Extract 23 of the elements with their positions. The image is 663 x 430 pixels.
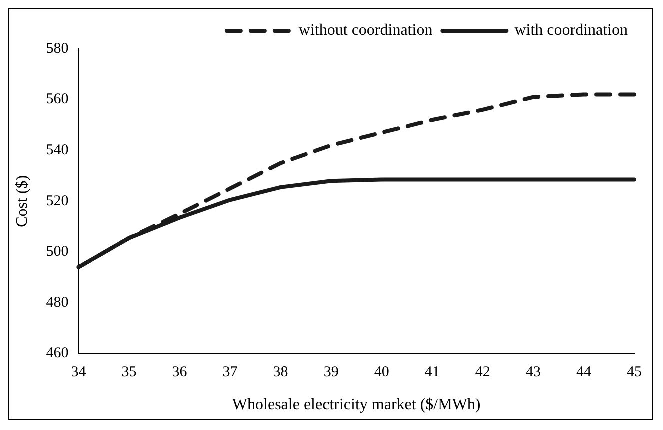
x-tick-label: 41 — [424, 364, 440, 381]
x-tick-label: 44 — [576, 364, 592, 381]
y-tick-label: 480 — [46, 294, 69, 311]
x-tick-label: 37 — [222, 364, 238, 381]
legend-label: without coordination — [298, 22, 433, 40]
y-tick-label: 460 — [46, 346, 69, 362]
legend-label: with coordination — [514, 22, 628, 40]
x-axis-title: Wholesale electricity market ($/MWh) — [232, 396, 481, 414]
y-tick-label: 560 — [46, 92, 69, 108]
x-tick-label: 42 — [475, 364, 490, 381]
x-tick-label: 34 — [71, 364, 87, 381]
x-tick-label: 38 — [273, 364, 288, 381]
x-tick-label: 36 — [172, 364, 188, 381]
y-tick-label: 500 — [46, 244, 69, 260]
x-tick-label: 40 — [374, 364, 390, 381]
y-axis-title: Cost ($) — [14, 175, 31, 228]
x-tick-label: 35 — [122, 364, 137, 381]
y-tick-label: 520 — [46, 193, 69, 210]
y-tick-label: 580 — [46, 40, 69, 57]
x-tick-label: 43 — [526, 364, 541, 381]
y-tick-label: 540 — [46, 142, 69, 159]
x-tick-label: 39 — [324, 364, 339, 381]
x-tick-label: 45 — [627, 364, 642, 381]
